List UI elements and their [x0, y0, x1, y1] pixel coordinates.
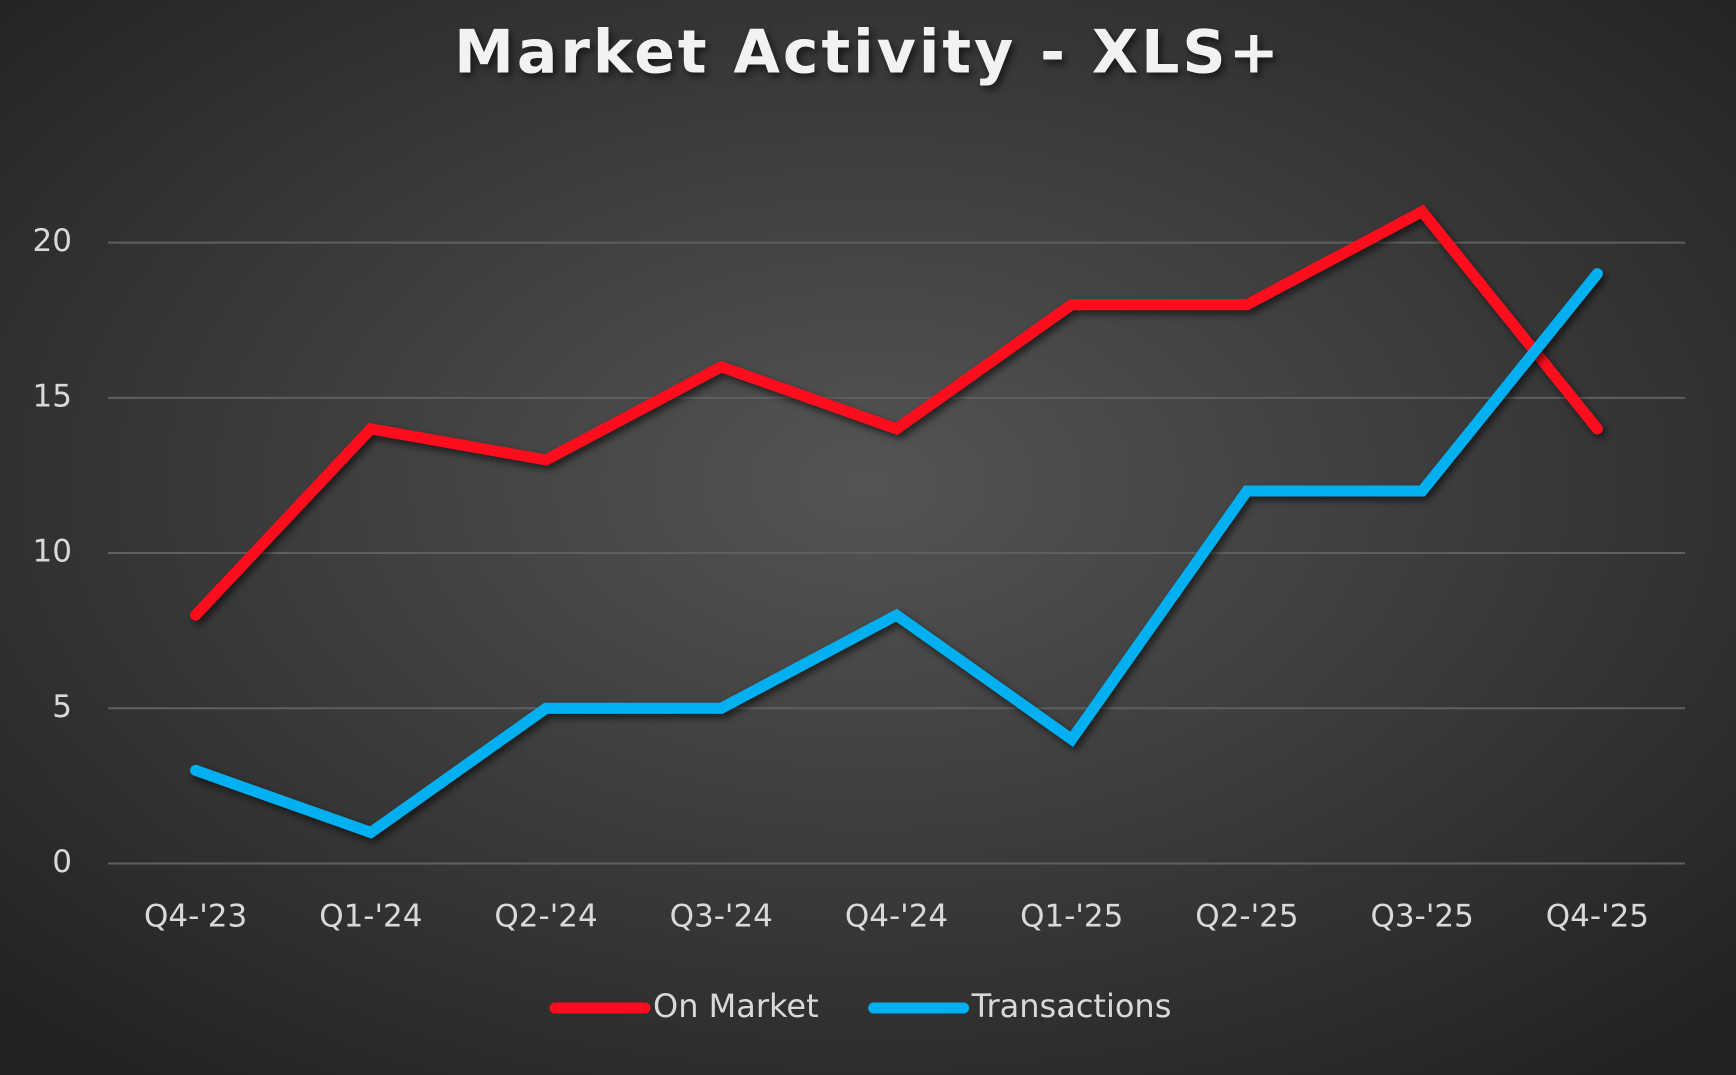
x-tick-label: Q2-'25	[1195, 899, 1298, 935]
line-series	[190, 268, 1603, 839]
x-tick-label: Q4-'25	[1546, 899, 1649, 935]
x-tick-label: Q2-'24	[494, 899, 597, 935]
x-tick-label: Q3-'25	[1371, 899, 1474, 935]
y-tick-label: 10	[33, 534, 72, 570]
chart-title: Market Activity - XLS+	[454, 18, 1282, 88]
y-tick-label: 5	[52, 689, 72, 725]
line-series	[190, 204, 1603, 621]
y-tick-label: 15	[33, 378, 72, 414]
x-tick-label: Q1-'24	[319, 899, 422, 935]
legend-label: On Market	[653, 987, 819, 1025]
y-tick-label: 20	[33, 223, 72, 259]
x-tick-label: Q4-'23	[144, 899, 247, 935]
y-tick-label: 0	[52, 844, 72, 880]
x-tick-label: Q3-'24	[670, 899, 773, 935]
x-tick-label: Q1-'25	[1020, 899, 1123, 935]
x-tick-label: Q4-'24	[845, 899, 948, 935]
legend-label: Transactions	[971, 987, 1172, 1025]
